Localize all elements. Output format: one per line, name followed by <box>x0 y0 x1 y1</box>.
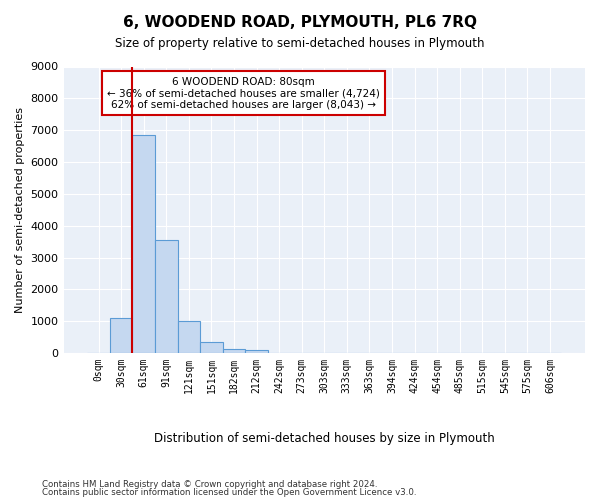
X-axis label: Distribution of semi-detached houses by size in Plymouth: Distribution of semi-detached houses by … <box>154 432 494 445</box>
Bar <box>178 321 200 353</box>
Y-axis label: Number of semi-detached properties: Number of semi-detached properties <box>15 107 25 313</box>
Bar <box>110 318 133 353</box>
Bar <box>200 342 223 353</box>
Bar <box>133 135 155 353</box>
Bar <box>223 348 245 353</box>
Text: Size of property relative to semi-detached houses in Plymouth: Size of property relative to semi-detach… <box>115 38 485 51</box>
Text: Contains HM Land Registry data © Crown copyright and database right 2024.: Contains HM Land Registry data © Crown c… <box>42 480 377 489</box>
Text: Contains public sector information licensed under the Open Government Licence v3: Contains public sector information licen… <box>42 488 416 497</box>
Text: 6, WOODEND ROAD, PLYMOUTH, PL6 7RQ: 6, WOODEND ROAD, PLYMOUTH, PL6 7RQ <box>123 15 477 30</box>
Text: 6 WOODEND ROAD: 80sqm
← 36% of semi-detached houses are smaller (4,724)
62% of s: 6 WOODEND ROAD: 80sqm ← 36% of semi-deta… <box>107 76 380 110</box>
Bar <box>155 240 178 353</box>
Bar <box>245 350 268 353</box>
